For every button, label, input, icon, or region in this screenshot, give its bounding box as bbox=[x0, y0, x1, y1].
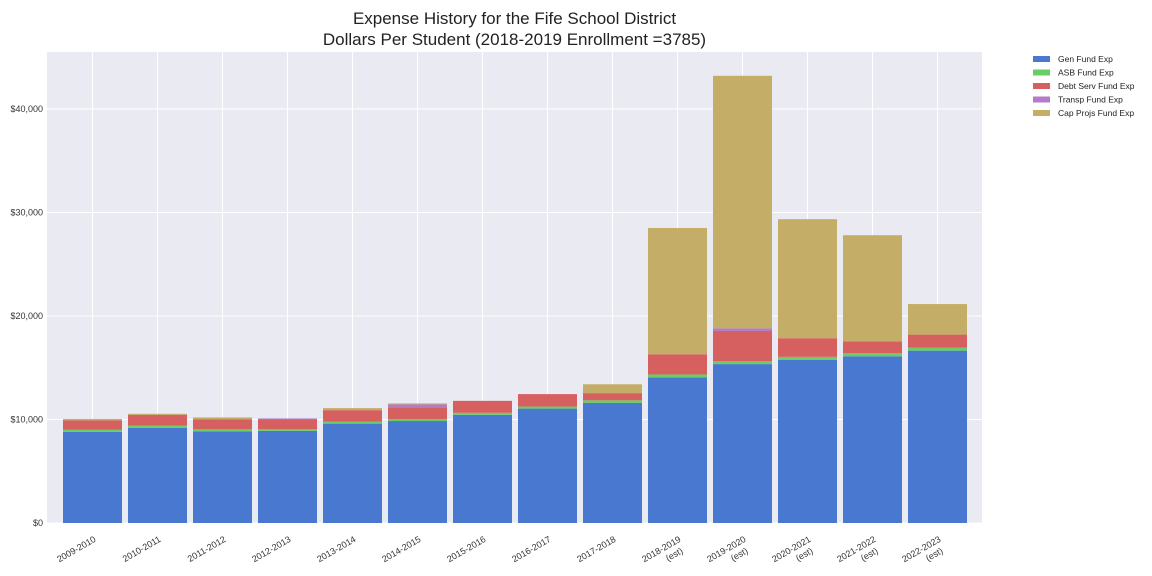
y-tick-label: $20,000 bbox=[10, 311, 43, 321]
bar-segment-transp-fund-exp bbox=[258, 418, 317, 420]
bar-segment-debt-serv-fund-exp bbox=[63, 420, 122, 430]
bar-segment-asb-fund-exp bbox=[843, 353, 902, 357]
bar-segment-asb-fund-exp bbox=[388, 418, 447, 422]
x-tick-label: 2019-2020(est) bbox=[705, 534, 753, 574]
plot-area bbox=[47, 52, 982, 523]
bar-segment-debt-serv-fund-exp bbox=[713, 330, 772, 361]
bar-segment-transp-fund-exp bbox=[388, 404, 447, 408]
bar-segment-gen-fund-exp bbox=[583, 402, 642, 523]
bar-segment-cap-projs-fund-exp bbox=[63, 418, 122, 421]
x-tick-label: 2020-2021(est) bbox=[770, 534, 818, 574]
bar-segment-debt-serv-fund-exp bbox=[128, 414, 187, 426]
bar-segment-gen-fund-exp bbox=[258, 430, 317, 523]
x-axis-ticks: 2009-2010 2010-2011 2011-2012 2012-2013 2013… bbox=[55, 534, 948, 574]
bar-segment-transp-fund-exp bbox=[713, 328, 772, 331]
bar-segment-debt-serv-fund-exp bbox=[583, 393, 642, 401]
bar-segment-gen-fund-exp bbox=[63, 431, 122, 523]
bar-segment-debt-serv-fund-exp bbox=[778, 338, 837, 357]
bar-segment-gen-fund-exp bbox=[128, 427, 187, 523]
legend: Gen Fund Exp ASB Fund Exp Debt Serv Fund E… bbox=[1033, 54, 1135, 118]
chart-title-line-1: Expense History for the Fife School Dist… bbox=[353, 9, 676, 28]
legend-swatch bbox=[1033, 69, 1050, 76]
bars bbox=[63, 75, 967, 523]
legend-label: ASB Fund Exp bbox=[1058, 68, 1114, 78]
bar-segment-cap-projs-fund-exp bbox=[713, 75, 772, 329]
bar-segment-cap-projs-fund-exp bbox=[908, 304, 967, 335]
legend-label: Gen Fund Exp bbox=[1058, 54, 1113, 64]
bar-segment-gen-fund-exp bbox=[193, 431, 252, 523]
x-tick-label: 2012-2013 bbox=[250, 534, 292, 564]
bar-segment-asb-fund-exp bbox=[453, 412, 512, 415]
bar-segment-gen-fund-exp bbox=[323, 423, 382, 523]
bar-segment-asb-fund-exp bbox=[778, 356, 837, 360]
bar-segment-asb-fund-exp bbox=[258, 429, 317, 431]
x-tick-label: 2015-2016 bbox=[445, 534, 487, 564]
bar-segment-debt-serv-fund-exp bbox=[908, 334, 967, 348]
bar-segment-gen-fund-exp bbox=[518, 408, 577, 523]
bar-segment-debt-serv-fund-exp bbox=[518, 394, 577, 407]
bar-segment-asb-fund-exp bbox=[63, 429, 122, 432]
legend-swatch bbox=[1033, 56, 1050, 62]
bar-segment-cap-projs-fund-exp bbox=[388, 403, 447, 405]
bar-segment-asb-fund-exp bbox=[648, 374, 707, 378]
bar-segment-cap-projs-fund-exp bbox=[323, 408, 382, 411]
x-tick-label: 2017-2018 bbox=[575, 534, 617, 564]
bar-segment-cap-projs-fund-exp bbox=[128, 413, 187, 415]
bar-segment-gen-fund-exp bbox=[908, 350, 967, 523]
bar-segment-debt-serv-fund-exp bbox=[388, 407, 447, 419]
bar-segment-asb-fund-exp bbox=[193, 429, 252, 432]
x-tick-label: 2009-2010 bbox=[55, 534, 97, 564]
bar-segment-debt-serv-fund-exp bbox=[323, 410, 382, 422]
x-tick-label: 2022-2023(est) bbox=[900, 534, 948, 574]
bar-segment-cap-projs-fund-exp bbox=[778, 219, 837, 339]
x-tick-label: 2011-2012 bbox=[186, 534, 228, 564]
bar-segment-debt-serv-fund-exp bbox=[258, 419, 317, 430]
bar-segment-asb-fund-exp bbox=[583, 400, 642, 403]
x-tick-label: 2010-2011 bbox=[121, 534, 163, 564]
bar-segment-gen-fund-exp bbox=[388, 421, 447, 523]
legend-label: Transp Fund Exp bbox=[1058, 95, 1123, 105]
legend-swatch bbox=[1033, 96, 1050, 103]
y-tick-label: $40,000 bbox=[10, 104, 43, 114]
x-tick-label: 2013-2014 bbox=[315, 534, 357, 564]
x-tick-label: 2018-2019(est) bbox=[640, 534, 688, 574]
bar-segment-asb-fund-exp bbox=[128, 425, 187, 428]
y-tick-label: $30,000 bbox=[10, 207, 43, 217]
bar-segment-gen-fund-exp bbox=[713, 364, 772, 523]
bar-segment-cap-projs-fund-exp bbox=[843, 235, 902, 342]
bar-segment-gen-fund-exp bbox=[843, 356, 902, 523]
chart-title-line-2: Dollars Per Student (2018-2019 Enrollmen… bbox=[323, 30, 706, 49]
legend-label: Cap Projs Fund Exp bbox=[1058, 108, 1134, 118]
y-axis-ticks: $0 $10,000 $20,000 $30,000 $40,000 bbox=[10, 104, 43, 528]
x-tick-label: 2021-2022(est) bbox=[835, 534, 883, 574]
legend-label: Debt Serv Fund Exp bbox=[1058, 81, 1135, 91]
legend-swatch bbox=[1033, 83, 1050, 89]
bar-segment-debt-serv-fund-exp bbox=[648, 354, 707, 375]
bar-segment-gen-fund-exp bbox=[778, 359, 837, 523]
bar-segment-asb-fund-exp bbox=[908, 347, 967, 351]
bar-segment-gen-fund-exp bbox=[453, 414, 512, 523]
bar-segment-debt-serv-fund-exp bbox=[193, 419, 252, 430]
bar-segment-debt-serv-fund-exp bbox=[843, 341, 902, 354]
x-tick-label: 2016-2017 bbox=[510, 534, 552, 564]
y-tick-label: $0 bbox=[33, 518, 43, 528]
bar-segment-debt-serv-fund-exp bbox=[453, 400, 512, 413]
bar-segment-asb-fund-exp bbox=[518, 406, 577, 409]
legend-swatch bbox=[1033, 110, 1050, 116]
bar-segment-cap-projs-fund-exp bbox=[583, 384, 642, 394]
bar-segment-cap-projs-fund-exp bbox=[648, 227, 707, 355]
bar-segment-asb-fund-exp bbox=[323, 421, 382, 424]
y-tick-label: $10,000 bbox=[10, 414, 43, 424]
x-tick-label: 2014-2015 bbox=[380, 534, 422, 564]
bar-segment-cap-projs-fund-exp bbox=[193, 417, 252, 420]
bar-segment-gen-fund-exp bbox=[648, 377, 707, 523]
bar-segment-asb-fund-exp bbox=[713, 360, 772, 365]
